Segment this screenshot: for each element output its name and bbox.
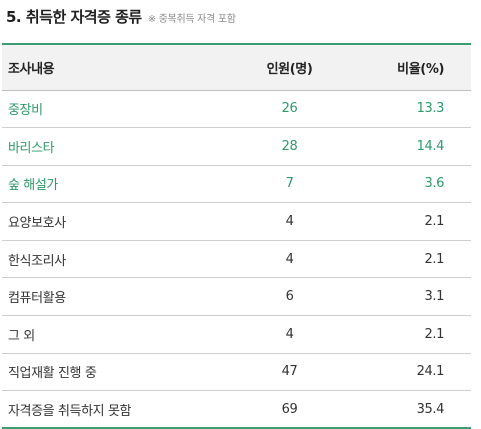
table-header-row: 조사내용 인원(명) 비율(%) bbox=[2, 43, 471, 91]
column-header-ratio: 비율(%) bbox=[375, 43, 471, 91]
cell-count: 26 bbox=[204, 90, 375, 129]
section-header: 5. 취득한 자격증 종류 ※ 중복취득 자격 포함 bbox=[6, 6, 236, 28]
cell-ratio: 2.1 bbox=[375, 315, 471, 354]
cell-item: 요양보호사 bbox=[2, 202, 204, 241]
cell-count: 47 bbox=[204, 353, 375, 392]
cell-ratio: 2.1 bbox=[375, 202, 471, 241]
cell-item: 한식조리사 bbox=[2, 240, 204, 279]
cell-item: 숲 해설가 bbox=[2, 165, 204, 204]
cell-count: 69 bbox=[204, 390, 375, 429]
table-row: 바리스타 28 14.4 bbox=[2, 127, 471, 166]
cell-count: 4 bbox=[204, 202, 375, 241]
section-note: ※ 중복취득 자격 포함 bbox=[147, 14, 236, 25]
certificate-table: 조사내용 인원(명) 비율(%) 중장비 26 13.3 바리스타 28 14.4 숲 해설… bbox=[2, 43, 471, 429]
section-title: 5. 취득한 자격증 종류 bbox=[6, 8, 142, 26]
cell-ratio: 14.4 bbox=[375, 127, 471, 166]
certificate-table-container: 조사내용 인원(명) 비율(%) 중장비 26 13.3 바리스타 28 14.4 숲 해설… bbox=[2, 43, 471, 429]
cell-ratio: 3.6 bbox=[375, 165, 471, 204]
cell-count: 4 bbox=[204, 315, 375, 354]
cell-ratio: 2.1 bbox=[375, 240, 471, 279]
cell-ratio: 35.4 bbox=[375, 390, 471, 429]
column-header-item: 조사내용 bbox=[2, 43, 204, 91]
table-row: 컴퓨터활용 6 3.1 bbox=[2, 277, 471, 317]
table-row: 그 외 4 2.1 bbox=[2, 315, 471, 354]
column-header-count: 인원(명) bbox=[204, 43, 375, 91]
cell-item: 그 외 bbox=[2, 315, 204, 354]
cell-item: 중장비 bbox=[2, 90, 204, 129]
cell-item: 컴퓨터활용 bbox=[2, 277, 204, 317]
table-row: 숲 해설가 7 3.6 bbox=[2, 165, 471, 204]
table-row: 중장비 26 13.3 bbox=[2, 90, 471, 129]
cell-count: 7 bbox=[204, 165, 375, 204]
cell-ratio: 13.3 bbox=[375, 90, 471, 129]
cell-count: 6 bbox=[204, 277, 375, 317]
table-row: 한식조리사 4 2.1 bbox=[2, 240, 471, 279]
cell-item: 바리스타 bbox=[2, 127, 204, 166]
table-row: 직업재활 진행 중 47 24.1 bbox=[2, 353, 471, 392]
cell-ratio: 24.1 bbox=[375, 353, 471, 392]
cell-ratio: 3.1 bbox=[375, 277, 471, 317]
table-body: 중장비 26 13.3 바리스타 28 14.4 숲 해설가 7 3.6 요양보호사 4 2.1 한식조… bbox=[2, 90, 471, 429]
cell-count: 4 bbox=[204, 240, 375, 279]
cell-count: 28 bbox=[204, 127, 375, 166]
cell-item: 직업재활 진행 중 bbox=[2, 353, 204, 392]
table-row: 요양보호사 4 2.1 bbox=[2, 202, 471, 241]
table-row: 자격증을 취득하지 못함 69 35.4 bbox=[2, 390, 471, 429]
cell-item: 자격증을 취득하지 못함 bbox=[2, 390, 204, 429]
